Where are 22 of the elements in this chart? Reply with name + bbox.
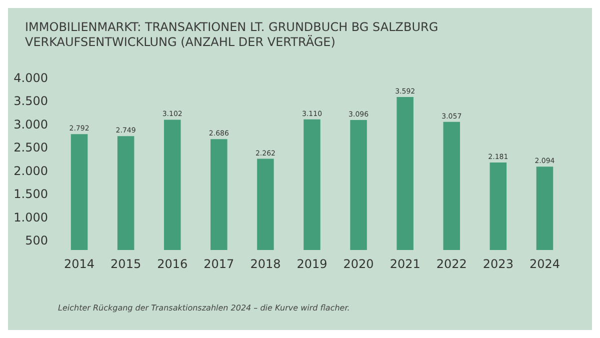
y-tick-label: 1.500 bbox=[14, 187, 48, 202]
text: Leichter Rückgang der Transaktionszahlen 2024 – die Kurve wird flacher. bbox=[58, 304, 350, 312]
y-tick-label: 1.000 bbox=[14, 210, 48, 224]
x-tick-label: 2019 bbox=[296, 257, 328, 271]
x-tick-label: 2023 bbox=[482, 257, 514, 271]
chart-title: IMMOBILIENMARKT: TRANSAKTIONEN LT. GRUNDBUCH BG SALZBURG bbox=[25, 20, 438, 34]
y-tick-label: 500 bbox=[25, 234, 48, 248]
x-tick-label: 2018 bbox=[250, 257, 281, 271]
x-tick-label: 2015 bbox=[110, 257, 142, 271]
y-tick-label: 3.500 bbox=[14, 94, 48, 108]
x-tick-label: 2024 bbox=[529, 257, 560, 271]
y-tick-label: 2.000 bbox=[14, 164, 48, 178]
x-tick-label: 2020 bbox=[343, 257, 374, 271]
x-tick-label: 2017 bbox=[204, 257, 234, 271]
y-tick-label: 2.500 bbox=[14, 140, 48, 155]
x-tick-label: 2022 bbox=[436, 257, 467, 271]
y-tick-label: 4.000 bbox=[14, 71, 48, 85]
x-tick-label: 2014 bbox=[64, 257, 95, 271]
y-tick-label: 3.000 bbox=[14, 117, 48, 132]
chart-subtitle: VERKAUFSENTWICKLUNG (ANZAHL DER VERTRÄGE) bbox=[25, 35, 336, 49]
x-tick-label: 2021 bbox=[390, 257, 420, 271]
x-tick-label: 2016 bbox=[157, 257, 188, 271]
